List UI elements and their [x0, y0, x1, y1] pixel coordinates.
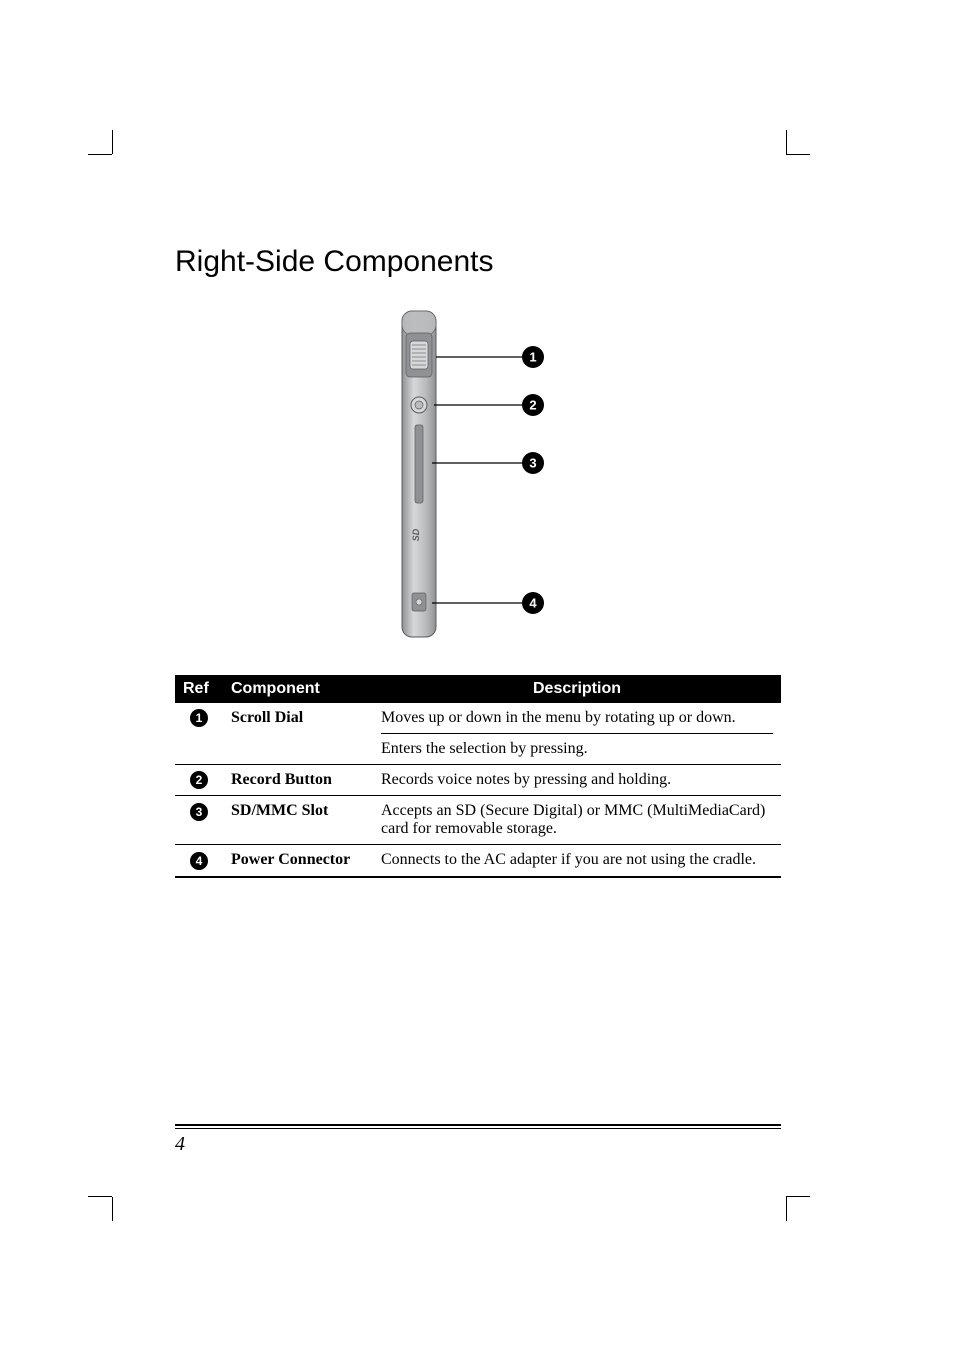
ref-badge: 4	[190, 852, 208, 870]
cropmark	[88, 154, 112, 155]
svg-text:4: 4	[529, 596, 537, 611]
cropmark	[112, 130, 113, 154]
description-cell: Connects to the AC adapter if you are no…	[373, 845, 781, 877]
cropmark	[786, 1196, 810, 1197]
svg-text:2: 2	[529, 398, 536, 413]
svg-text:SD: SD	[411, 528, 421, 541]
page-content: Right-Side Components SD 1 2 3 4 Ref Compone…	[175, 245, 781, 878]
components-table: Ref Component Description 1 Scroll Dial Mo…	[175, 675, 781, 878]
description-cell: Records voice notes by pressing and hold…	[373, 765, 781, 796]
description-line: Moves up or down in the menu by rotating…	[381, 709, 773, 734]
ref-badge: 2	[190, 771, 208, 789]
col-header-ref: Ref	[175, 675, 223, 703]
cropmark	[786, 130, 787, 154]
ref-badge: 1	[190, 709, 208, 727]
footer-rule	[175, 1124, 781, 1126]
ref-cell: 1	[175, 703, 223, 765]
description-cell: Accepts an SD (Secure Digital) or MMC (M…	[373, 796, 781, 845]
footer-rule	[175, 1128, 781, 1129]
cropmark	[112, 1197, 113, 1221]
ref-cell: 2	[175, 765, 223, 796]
table-row: 3 SD/MMC SlotAccepts an SD (Secure Digita…	[175, 796, 781, 845]
cropmark	[786, 154, 810, 155]
description-cell: Moves up or down in the menu by rotating…	[373, 703, 781, 765]
cropmark	[786, 1197, 787, 1221]
component-cell: SD/MMC Slot	[223, 796, 373, 845]
ref-badge: 3	[190, 803, 208, 821]
table-row: 1 Scroll Dial Moves up or down in the menu…	[175, 703, 781, 765]
col-header-component: Component	[223, 675, 373, 703]
section-title: Right-Side Components	[175, 245, 781, 279]
table-row: 2 Record ButtonRecords voice notes by pre…	[175, 765, 781, 796]
col-header-description: Description	[373, 675, 781, 703]
device-figure: SD 1 2 3 4	[175, 305, 781, 645]
ref-cell: 3	[175, 796, 223, 845]
svg-text:3: 3	[529, 456, 536, 471]
table-row: 4 Power ConnectorConnects to the AC adapt…	[175, 845, 781, 877]
cropmark	[88, 1196, 112, 1197]
svg-text:1: 1	[529, 350, 536, 365]
page-number: 4	[175, 1133, 185, 1156]
ref-cell: 4	[175, 845, 223, 877]
component-cell: Record Button	[223, 765, 373, 796]
component-cell: Scroll Dial	[223, 703, 373, 765]
device-illustration: SD 1 2 3 4	[388, 305, 568, 645]
description-line: Enters the selection by pressing.	[381, 740, 773, 758]
component-cell: Power Connector	[223, 845, 373, 877]
